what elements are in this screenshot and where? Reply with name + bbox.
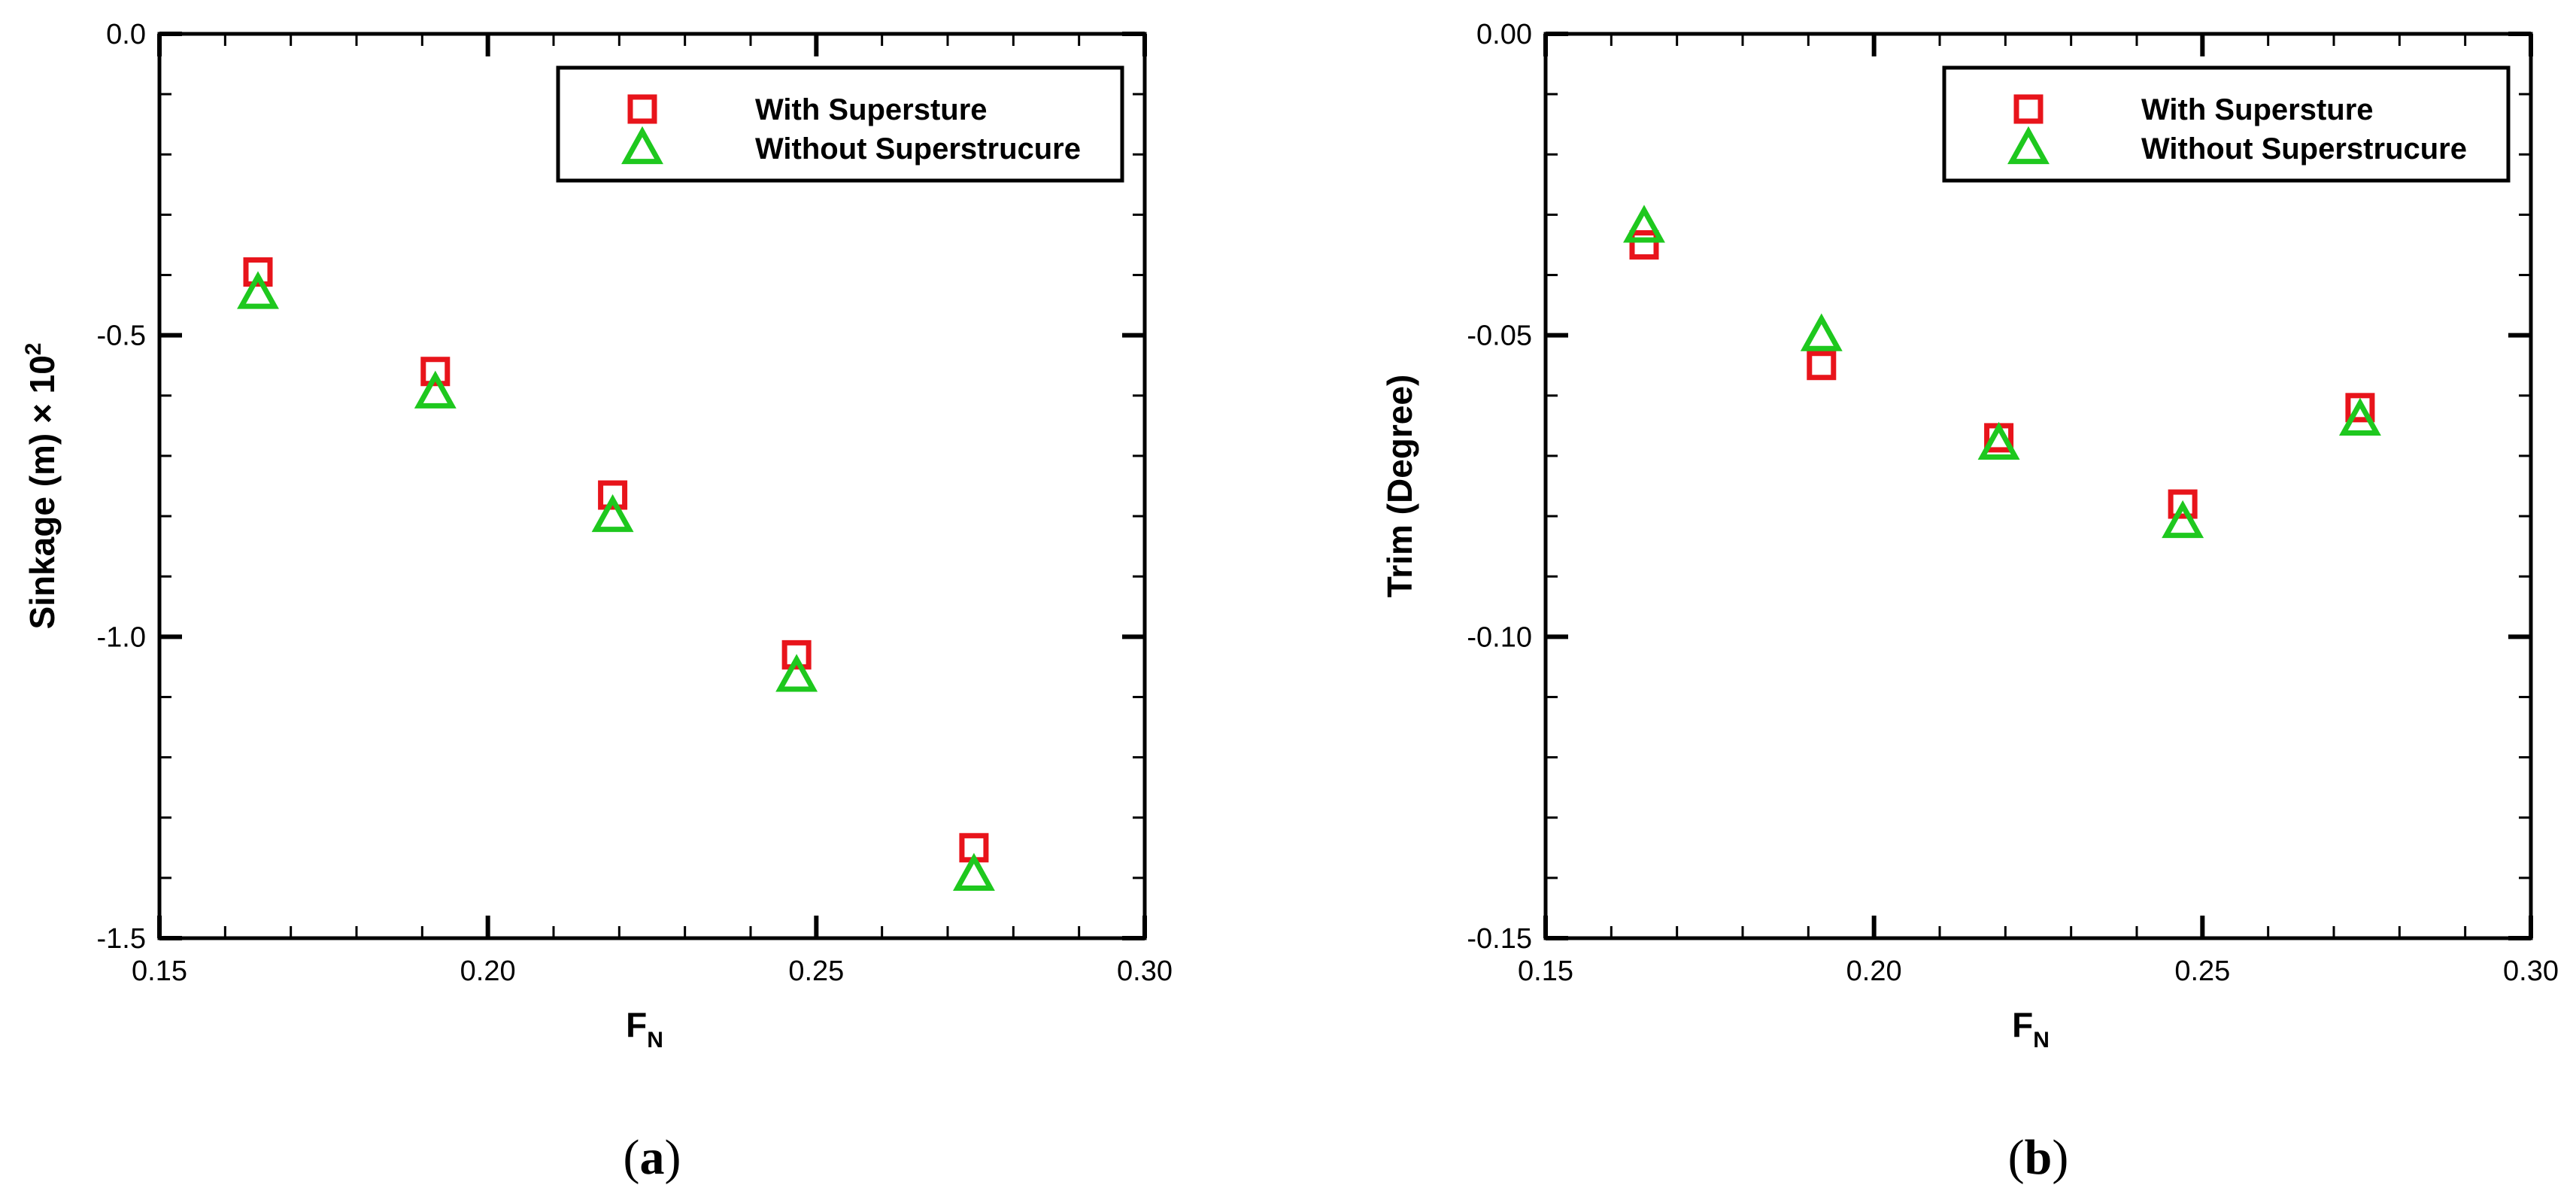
series-square — [1629, 229, 2375, 519]
panel-label-open: ( — [2008, 1130, 2025, 1185]
series-triangle — [1623, 205, 2381, 539]
y-tick-label: 0.00 — [1476, 19, 1532, 50]
x-tick-label: 0.15 — [132, 955, 187, 987]
x-axis-title: FN — [2012, 1005, 2050, 1053]
data-point-triangle — [2162, 500, 2204, 539]
x-tick-label: 0.20 — [1846, 955, 1902, 987]
legend-marker-triangle-icon — [621, 126, 663, 165]
x-axis-title-main: F — [626, 1005, 647, 1044]
x-tick-label: 0.25 — [788, 955, 844, 987]
x-tick-label: 0.30 — [1117, 955, 1173, 987]
y-axis-title-main: Trim (Degree) — [1380, 375, 1419, 598]
legend: With Supersture Without Superstrucure — [556, 65, 1124, 183]
y-tick-label: -0.05 — [1467, 320, 1532, 352]
data-point-square — [598, 480, 628, 510]
chart-panel-b: 0.15 0.20 0.25 0.30 0.00 -0.05 -0.10 -0.15 FN Tri… — [1380, 19, 2559, 1185]
legend-marker-triangle-icon — [2007, 126, 2050, 165]
data-point-square — [1807, 351, 1837, 381]
chart-panel-a: 0.15 0.20 0.25 0.30 0.0 -0.5 -1.0 -1.5 FN Sinkage… — [21, 19, 1173, 1185]
data-point-triangle — [237, 271, 279, 309]
data-point-square — [2345, 393, 2375, 423]
panel-label-open: ( — [624, 1130, 640, 1185]
y-tick-label: -1.0 — [97, 621, 146, 653]
data-point-square — [243, 257, 273, 287]
panel-label-close: ) — [665, 1130, 681, 1185]
legend-label: With Supersture — [2141, 93, 2374, 126]
plot-frame — [157, 32, 1147, 940]
legend: With Supersture Without Superstrucure — [1942, 65, 2511, 183]
data-point-triangle — [952, 852, 995, 891]
series-triangle — [237, 271, 995, 891]
x-axis-title-subscript: N — [647, 1028, 663, 1053]
legend-label: Without Superstrucure — [755, 132, 1081, 166]
y-axis-title-main: Sinkage (m) × 10 — [23, 355, 62, 629]
legend-label: Without Superstrucure — [2141, 132, 2467, 166]
series-square — [243, 257, 989, 863]
data-point-square — [1629, 229, 1659, 260]
y-axis-title: Sinkage (m) × 102 — [21, 342, 62, 629]
legend-marker-square-icon — [627, 94, 657, 124]
panel-label: (a) — [624, 1130, 681, 1185]
data-point-square — [420, 357, 451, 387]
x-axis-title-subscript: N — [2033, 1028, 2050, 1053]
data-point-triangle — [1977, 421, 2020, 460]
x-tick-label: 0.20 — [460, 955, 516, 987]
x-tick-label: 0.25 — [2174, 955, 2230, 987]
y-tick-label: -0.10 — [1467, 621, 1532, 653]
y-tick-label: -0.15 — [1467, 923, 1532, 955]
data-point-triangle — [591, 494, 634, 533]
panel-label-letter: a — [640, 1130, 665, 1185]
data-point-triangle — [414, 370, 457, 409]
y-tick-label: -0.5 — [97, 320, 146, 352]
y-tick-label: 0.0 — [106, 19, 146, 50]
x-tick-label: 0.15 — [1518, 955, 1573, 987]
data-point-square — [2168, 489, 2198, 519]
panel-label: (b) — [2008, 1130, 2069, 1185]
data-point-triangle — [1800, 313, 1843, 351]
x-axis-title-main: F — [2012, 1005, 2033, 1044]
y-tick-label: -1.5 — [97, 923, 146, 955]
x-axis-title: FN — [626, 1005, 663, 1053]
plot-frame — [1543, 32, 2533, 940]
data-point-square — [781, 639, 812, 670]
legend-marker-square-icon — [2013, 94, 2044, 124]
panel-label-close: ) — [2052, 1130, 2068, 1185]
x-tick-label: 0.30 — [2503, 955, 2559, 987]
data-point-triangle — [2338, 397, 2381, 436]
y-axis-title-superscript: 2 — [21, 342, 46, 355]
data-point-triangle — [1623, 205, 1665, 243]
panel-label-letter: b — [2025, 1130, 2053, 1185]
legend-label: With Supersture — [755, 93, 988, 126]
y-axis-title: Trim (Degree) — [1380, 375, 1419, 598]
data-point-triangle — [775, 654, 818, 692]
